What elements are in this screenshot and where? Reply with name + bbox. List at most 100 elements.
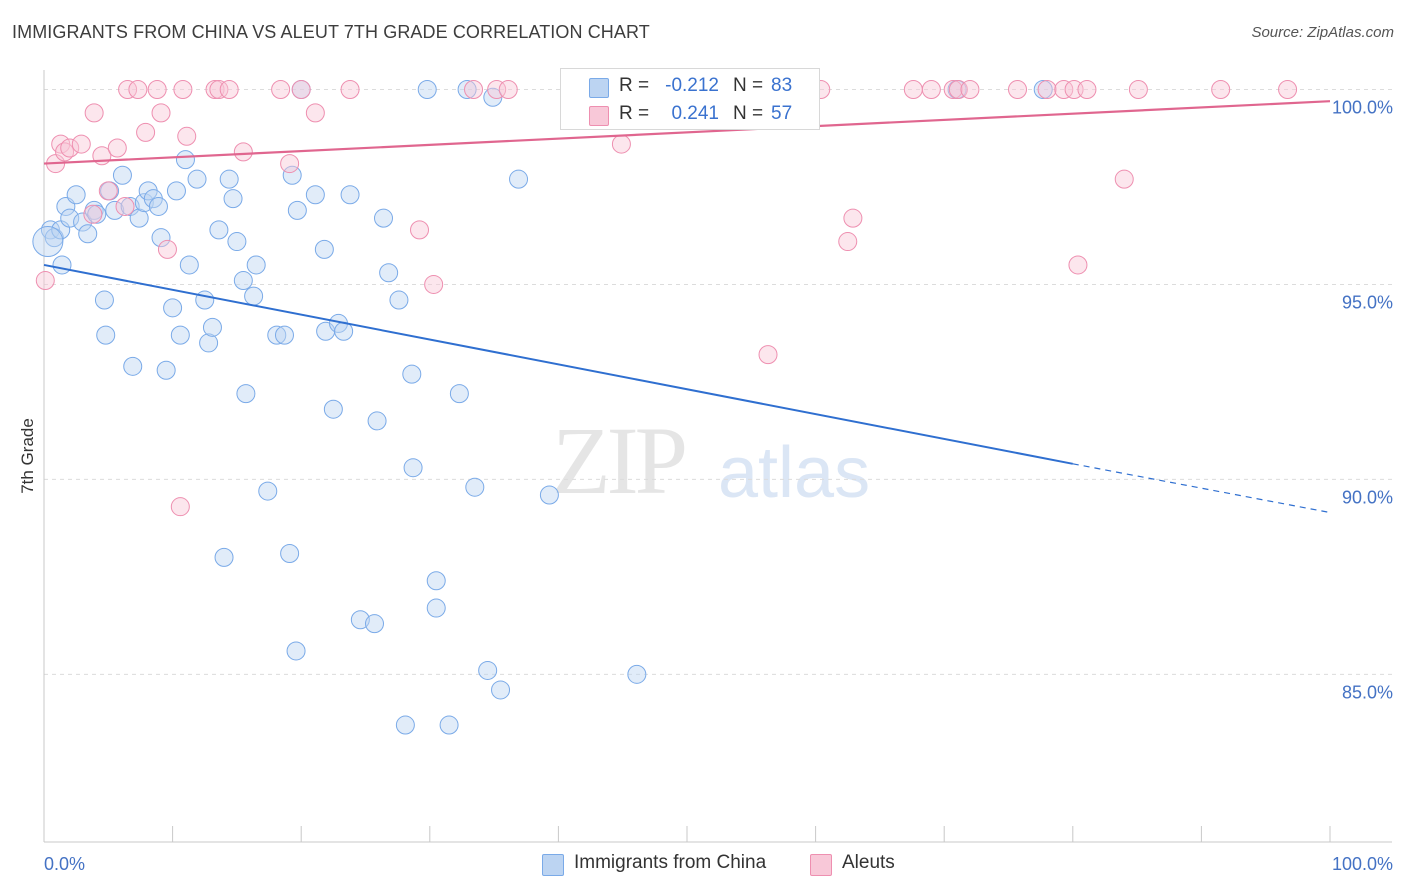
aleut-point — [758, 345, 778, 365]
china-point — [202, 317, 222, 337]
axes — [43, 70, 1392, 843]
aleut-point — [1054, 79, 1074, 99]
china-point — [96, 325, 116, 345]
china-trend-line-extension — [1072, 463, 1331, 514]
legend-swatch-china — [542, 854, 564, 876]
legend-n-label: N = — [733, 75, 764, 96]
china-point — [170, 325, 190, 345]
china-point — [227, 232, 247, 252]
china-point — [305, 185, 325, 205]
china-point — [166, 181, 186, 201]
watermark-zip: ZIP — [552, 407, 688, 514]
china-point — [282, 165, 302, 185]
china-point — [163, 298, 183, 318]
china-point — [105, 200, 125, 220]
china-point — [365, 614, 385, 634]
y-tick-label: 85.0% — [1342, 682, 1393, 702]
china-point — [367, 411, 387, 431]
china-point — [457, 79, 477, 99]
china-point — [449, 384, 469, 404]
aleut-point — [60, 138, 80, 158]
china-trend-line — [43, 263, 1073, 465]
data-points — [32, 79, 1298, 735]
aleut-point — [173, 79, 193, 99]
china-point — [60, 208, 80, 228]
legend-n-label: N = — [733, 103, 764, 124]
legend-row-china: R = -0.212 N = 83 — [561, 72, 819, 100]
legend-r-value-china: -0.212 — [665, 75, 719, 96]
aleut-point — [424, 274, 444, 294]
aleut-point — [147, 79, 167, 99]
china-point — [244, 286, 264, 306]
aleut-point — [128, 79, 148, 99]
y-tick-label: 90.0% — [1342, 487, 1393, 507]
china-point — [439, 715, 459, 735]
china-point — [403, 458, 423, 478]
china-point — [179, 255, 199, 275]
china-point — [156, 360, 176, 380]
aleut-point — [118, 79, 138, 99]
aleut-point — [1068, 255, 1088, 275]
china-point — [151, 228, 171, 248]
aleut-point — [151, 103, 171, 123]
china-point — [223, 189, 243, 209]
aleut-point — [71, 134, 91, 154]
china-point — [195, 290, 215, 310]
aleut-point — [271, 79, 291, 99]
aleut-point — [948, 79, 968, 99]
legend-label-china: Immigrants from China — [574, 852, 767, 873]
watermark-atlas: atlas — [718, 433, 871, 513]
trend-lines — [43, 100, 1331, 514]
china-point — [94, 290, 114, 310]
china-point — [219, 169, 239, 189]
aleut-point — [291, 79, 311, 99]
china-point — [134, 193, 154, 213]
source-label: Source: ZipAtlas.com — [1251, 24, 1394, 41]
china-point — [350, 610, 370, 630]
aleut-point — [107, 138, 127, 158]
china-point — [280, 543, 300, 563]
aleut-trend-line — [43, 100, 1331, 165]
aleut-point — [1278, 79, 1298, 99]
legend-swatch-aleuts — [810, 854, 832, 876]
gridlines — [44, 88, 1392, 675]
china-point — [236, 384, 256, 404]
china-point — [323, 399, 343, 419]
china-point — [209, 220, 229, 240]
aleut-point — [464, 79, 484, 99]
aleut-point — [960, 79, 980, 99]
aleut-point — [1008, 79, 1028, 99]
series-legend: Immigrants from China Aleuts — [0, 852, 1406, 878]
china-point — [627, 664, 647, 684]
china-point — [52, 255, 72, 275]
aleut-point — [305, 103, 325, 123]
china-point — [465, 477, 485, 497]
china-point — [32, 226, 64, 258]
china-point — [491, 680, 511, 700]
china-point — [267, 325, 287, 345]
legend-row-aleuts: R = 0.241 N = 57 — [561, 100, 819, 128]
aleut-point — [55, 142, 75, 162]
china-point — [123, 356, 143, 376]
aleut-point — [1128, 79, 1148, 99]
aleut-point — [209, 79, 229, 99]
china-point — [129, 208, 149, 228]
legend-r-label: R = — [619, 75, 650, 96]
china-point — [286, 641, 306, 661]
legend-n-value-aleuts: 57 — [771, 103, 793, 124]
aleut-point — [84, 103, 104, 123]
aleut-point — [1211, 79, 1231, 99]
aleut-point — [136, 122, 156, 142]
y-tick-label: 95.0% — [1342, 292, 1393, 312]
aleut-point — [843, 208, 863, 228]
china-point — [417, 79, 437, 99]
aleut-point — [487, 79, 507, 99]
china-point — [274, 325, 294, 345]
china-point — [258, 481, 278, 501]
aleut-point — [340, 79, 360, 99]
aleut-point — [98, 181, 118, 201]
legend-r-label: R = — [619, 103, 650, 124]
china-point — [340, 185, 360, 205]
aleut-point — [177, 126, 197, 146]
